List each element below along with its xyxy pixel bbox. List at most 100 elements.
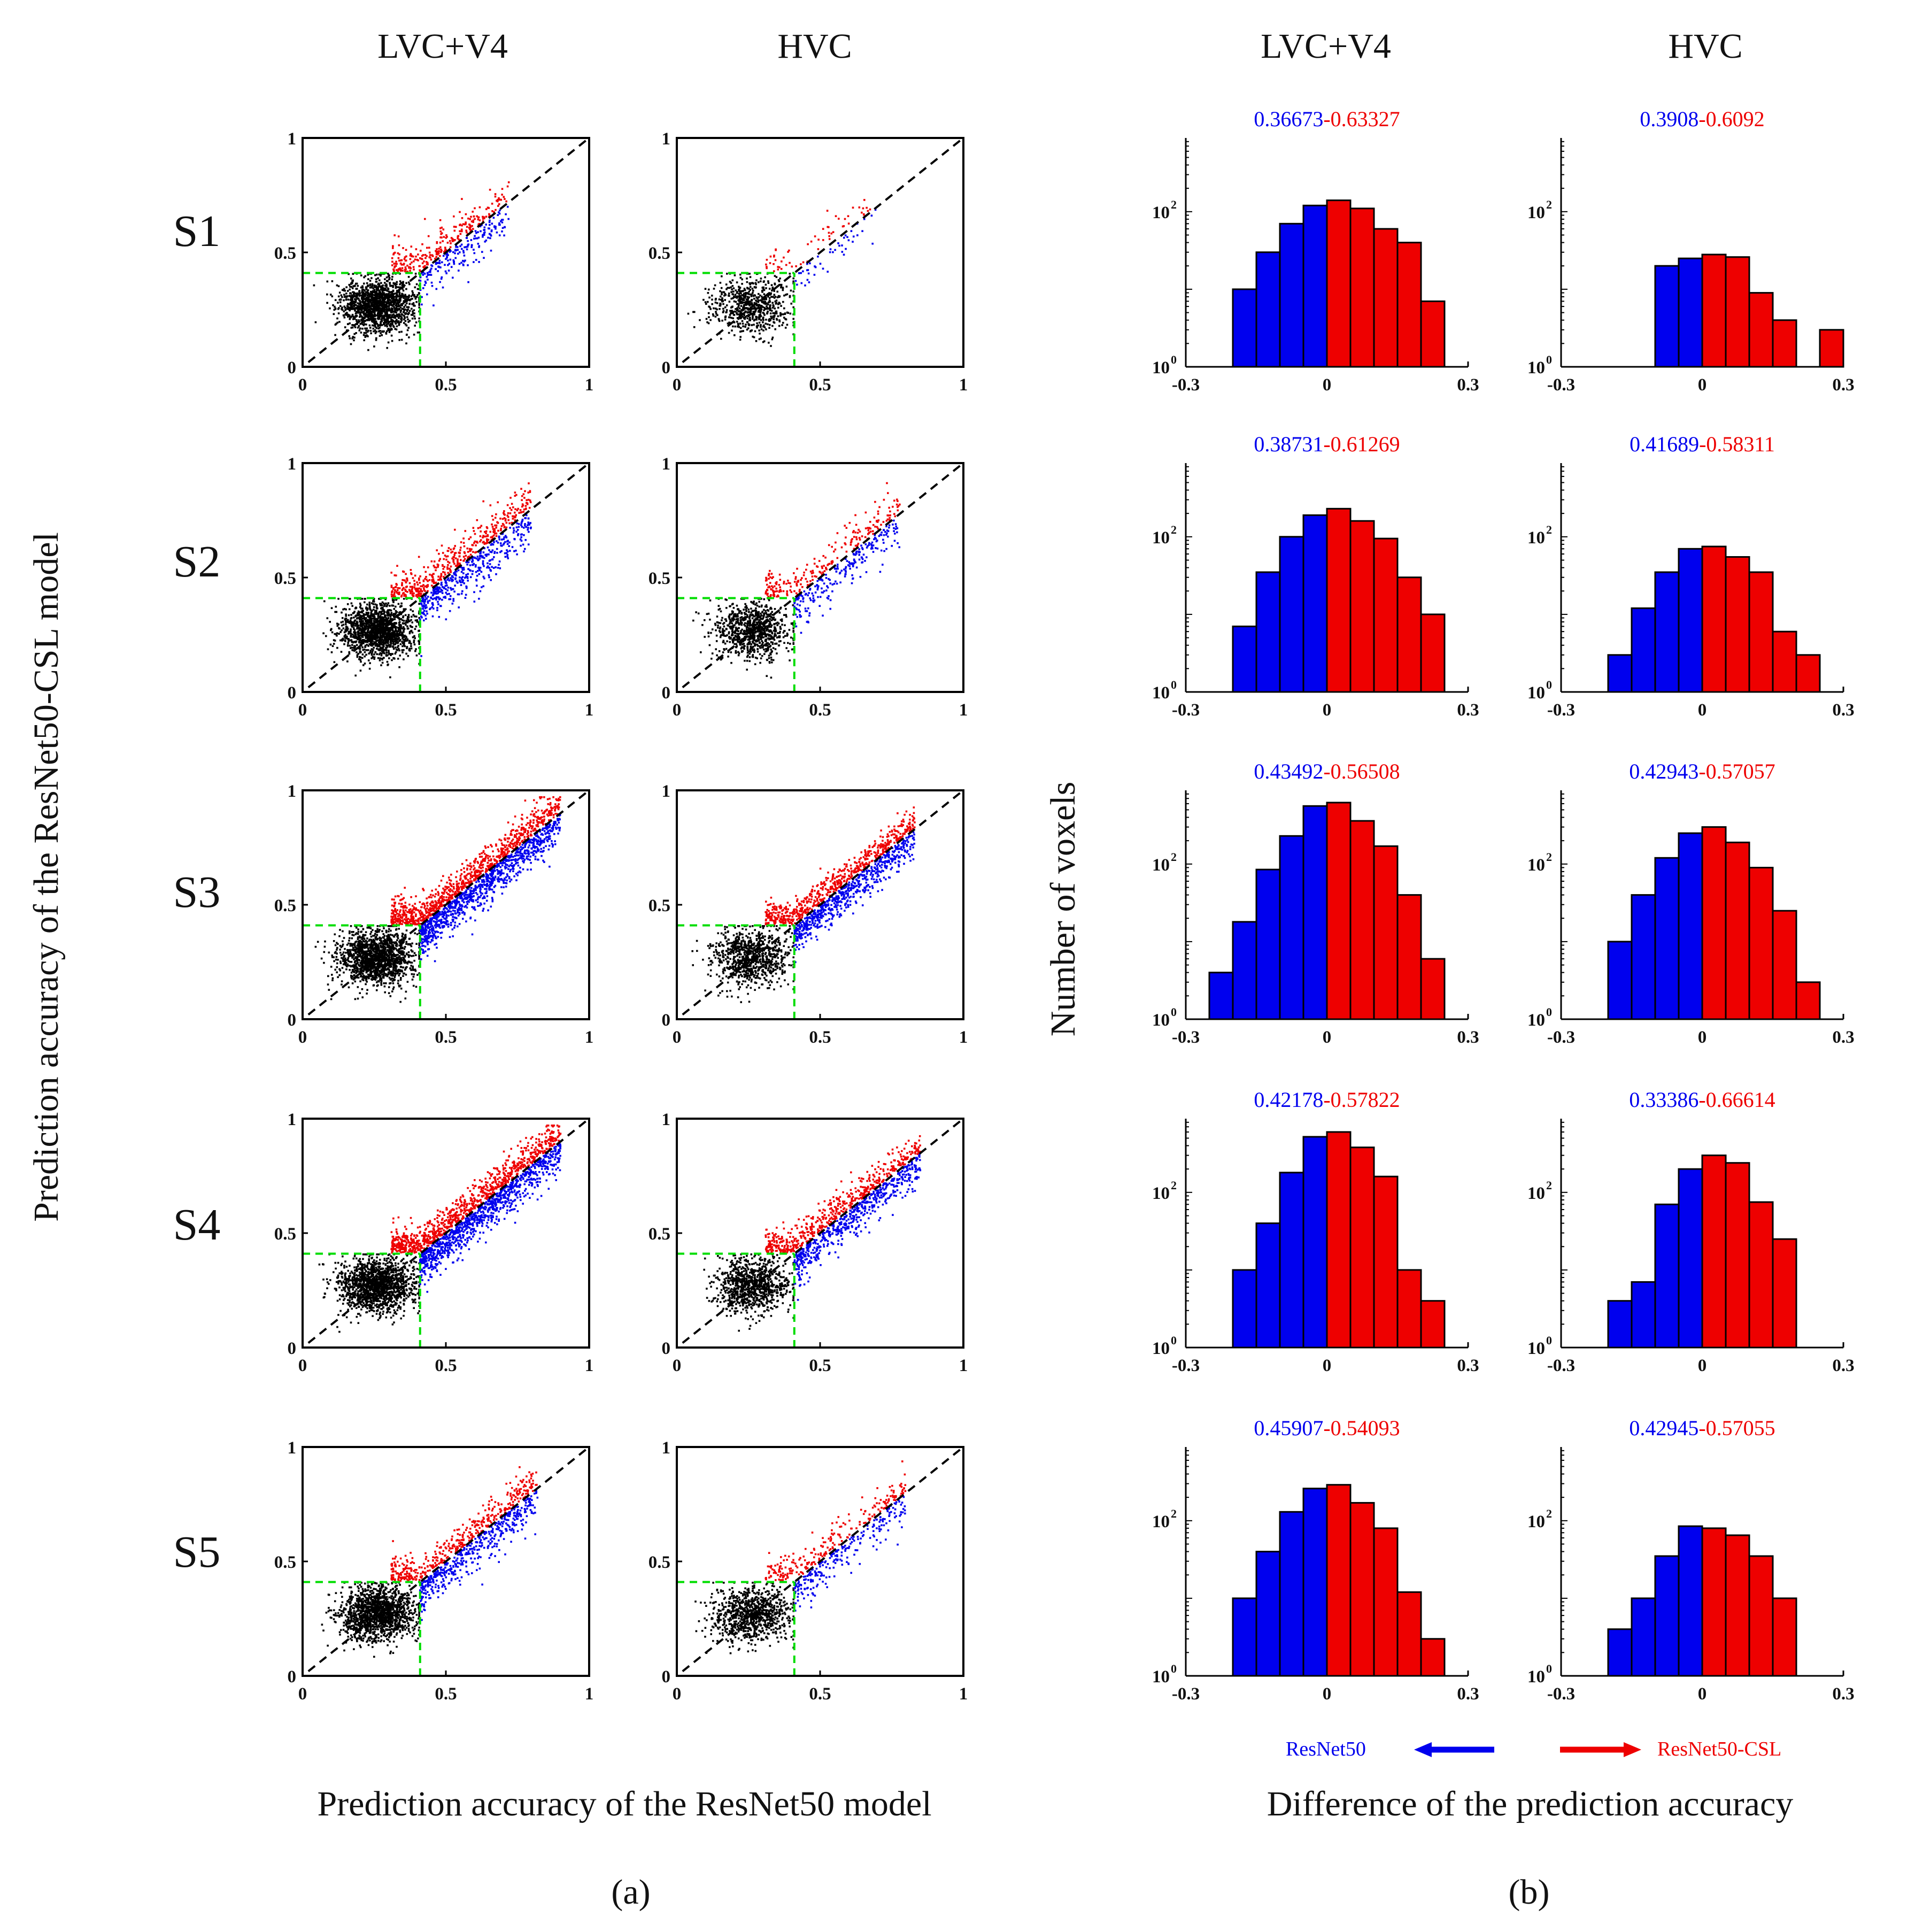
scatter-point: [362, 289, 365, 291]
scatter-point: [414, 650, 416, 652]
scatter-point: [503, 234, 505, 237]
scatter-point: [401, 588, 404, 590]
x-tick-label: 0.5: [809, 375, 831, 395]
scatter-point: [478, 219, 481, 221]
scatter-point: [473, 530, 475, 532]
scatter-point: [384, 313, 387, 315]
scatter-point: [477, 527, 480, 529]
scatter-point: [394, 309, 396, 311]
scatter-point: [346, 660, 349, 663]
scatter-point: [405, 268, 407, 271]
scatter-point: [407, 327, 410, 329]
scatter-point: [763, 326, 766, 328]
scatter-point: [370, 316, 372, 319]
scatter-point: [446, 589, 449, 591]
scatter-point: [404, 270, 406, 273]
scatter-point: [389, 330, 391, 332]
scatter-point: [705, 303, 707, 305]
scatter-point: [769, 301, 771, 303]
scatter-point: [774, 296, 777, 298]
scatter-point: [400, 313, 403, 315]
scatter-point: [391, 257, 393, 259]
scatter-point: [495, 532, 498, 535]
scatter-point: [774, 314, 776, 317]
scatter-point: [725, 304, 728, 306]
scatter-point: [413, 304, 415, 306]
scatter-point: [392, 296, 395, 298]
scatter-point: [397, 301, 399, 304]
scatter-point: [461, 248, 463, 250]
scatter-point: [736, 281, 738, 283]
scatter-point: [446, 252, 449, 255]
scatter-point: [764, 301, 766, 303]
scatter-point: [774, 275, 776, 277]
scatter-point: [437, 252, 439, 254]
scatter-point: [348, 273, 350, 275]
scatter-point: [361, 311, 363, 313]
scatter-point: [514, 495, 516, 497]
scatter-point: [378, 296, 381, 298]
scatter-point: [753, 319, 755, 322]
scatter-point: [348, 303, 350, 306]
scatter-point: [347, 315, 349, 318]
scatter-point: [362, 301, 364, 304]
scatter-point: [423, 603, 426, 605]
scatter-point: [360, 633, 362, 635]
scatter-point: [383, 314, 385, 317]
legend-resnet50-csl-label: ResNet50-CSL: [1657, 1738, 1781, 1760]
scatter-point: [380, 296, 382, 299]
scatter-point: [353, 633, 356, 635]
scatter-point: [400, 321, 402, 324]
scatter-point: [364, 300, 367, 302]
scatter-point: [722, 303, 724, 305]
scatter-point: [693, 311, 696, 313]
scatter-point: [398, 321, 400, 324]
scatter-point: [498, 198, 500, 201]
scatter-point: [751, 329, 753, 332]
scatter-point: [352, 307, 355, 310]
scatter-point: [373, 322, 375, 324]
scatter-point: [349, 620, 351, 623]
scatter-point: [409, 263, 412, 265]
scatter-point: [369, 639, 372, 642]
scatter-point: [743, 304, 745, 306]
scatter-point: [441, 226, 443, 229]
scatter-point: [509, 507, 511, 509]
scatter-point: [471, 573, 474, 575]
scatter-point: [775, 310, 777, 313]
scatter-point: [387, 329, 390, 332]
scatter-point: [406, 271, 409, 273]
scatter-point: [765, 287, 767, 289]
scatter-point: [738, 317, 740, 319]
scatter-point: [814, 235, 816, 237]
scatter-point: [732, 317, 735, 319]
scatter-point: [370, 299, 372, 302]
scatter-point: [404, 594, 406, 596]
scatter-point: [331, 631, 334, 634]
scatter-point: [457, 560, 459, 562]
scatter-point: [359, 315, 361, 318]
scatter-point: [430, 264, 433, 266]
scatter-point: [356, 320, 358, 322]
scatter-point: [829, 248, 832, 250]
scatter-point: [732, 312, 734, 314]
scatter-point: [398, 628, 400, 630]
scatter-point: [344, 326, 346, 328]
scatter-point: [845, 248, 847, 250]
scatter-point: [381, 307, 384, 310]
scatter-point: [375, 605, 378, 607]
scatter-point: [390, 572, 392, 574]
scatter-point: [327, 648, 329, 650]
scatter-point: [723, 291, 725, 294]
scatter-point: [499, 551, 501, 553]
scatter-point: [364, 646, 366, 648]
scatter-point: [463, 255, 466, 257]
scatter-point: [732, 287, 735, 289]
scatter-point: [742, 302, 744, 304]
scatter-point: [376, 314, 379, 317]
scatter-point: [524, 539, 527, 541]
scatter-point: [363, 339, 365, 342]
scatter-point: [444, 247, 446, 249]
scatter-point: [370, 642, 373, 644]
scatter-point: [438, 248, 440, 250]
